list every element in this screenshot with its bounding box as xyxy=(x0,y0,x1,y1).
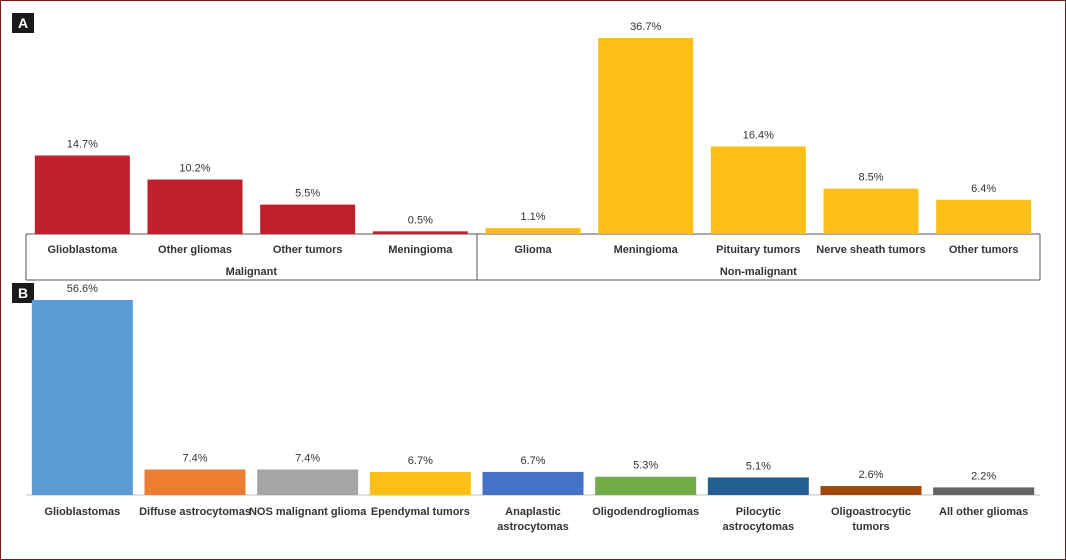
panel-a-value-label: 8.5% xyxy=(858,172,883,184)
panel-a-group-label: Malignant xyxy=(226,266,278,278)
panel-a-category-label: Meningioma xyxy=(388,244,453,256)
panel-a-bar xyxy=(372,231,468,234)
panel-a-bar xyxy=(260,204,356,234)
panel-a-group-label: Non-malignant xyxy=(720,266,797,278)
panel-b-category-label: Anaplastic xyxy=(505,506,561,518)
panel-b-value-label: 6.7% xyxy=(408,455,433,467)
panel-b-value-label: 2.2% xyxy=(971,470,996,482)
panel-a-category-label: Glioblastoma xyxy=(47,244,118,256)
panel-b-bar xyxy=(144,469,246,495)
panel-b-category-label: Diffuse astrocytomas xyxy=(139,506,251,518)
panel-b-bar xyxy=(820,486,922,495)
panel-b-value-label: 5.1% xyxy=(746,460,771,472)
panel-a-category-label: Glioma xyxy=(514,244,552,256)
panel-b-category-label: Glioblastomas xyxy=(44,506,120,518)
panel-b-bar xyxy=(595,476,697,495)
panel-a-value-label: 14.7% xyxy=(67,138,98,150)
panel-b-category-label: astrocytomas xyxy=(497,521,569,533)
panel-b-category-label: All other gliomas xyxy=(939,506,1028,518)
panel-b-badge: B xyxy=(12,283,34,303)
panel-b-value-label: 56.6% xyxy=(67,283,98,295)
panel-a-value-label: 36.7% xyxy=(630,21,661,33)
panel-a-value-label: 16.4% xyxy=(743,129,774,141)
panel-b-value-label: 6.7% xyxy=(520,455,545,467)
panel-b-category-label: NOS malignant glioma xyxy=(249,506,367,518)
panel-b-category-label: Oligoastrocytic xyxy=(831,506,911,518)
panel-a-category-label: Other tumors xyxy=(949,244,1019,256)
panel-a-value-label: 10.2% xyxy=(179,163,210,175)
panel-a-axis xyxy=(25,233,1041,281)
panel-a-value-label: 6.4% xyxy=(971,183,996,195)
panel-a-bar xyxy=(823,188,919,234)
panel-b-category-label: Oligodendrogliomas xyxy=(592,506,699,518)
panel-b-category-label: Pilocytic xyxy=(736,506,781,518)
panel-a-category-label: Pituitary tumors xyxy=(716,244,800,256)
panel-b-category-label: astrocytomas xyxy=(723,521,795,533)
panel-a-badge: A xyxy=(12,13,34,33)
panel-b-bar xyxy=(933,487,1035,495)
panel-a-bar xyxy=(34,155,130,234)
panel-a-label: A xyxy=(18,15,28,31)
panel-b-bar xyxy=(31,300,133,495)
panel-b-value-label: 5.3% xyxy=(633,460,658,472)
panel-a-bar xyxy=(936,199,1032,234)
panel-a-category-label: Nerve sheath tumors xyxy=(816,244,925,256)
panel-a-chart: 14.7% Glioblastoma 10.2% Other gliomas 5.5% O… xyxy=(34,21,1032,278)
panel-a-category-label: Other gliomas xyxy=(158,244,232,256)
panel-a-bar xyxy=(598,38,694,234)
panel-b-chart: 56.6% Glioblastomas 7.4% Diffuse astrocytom… xyxy=(31,283,1035,533)
panel-b-value-label: 7.4% xyxy=(295,453,320,465)
panel-a-category-label: Meningioma xyxy=(614,244,679,256)
panel-a-bar xyxy=(485,228,581,234)
panel-b-bar xyxy=(482,471,584,495)
panel-b-bar xyxy=(707,477,809,495)
panel-b-category-label: Ependymal tumors xyxy=(371,506,470,518)
panel-b-label: B xyxy=(18,285,28,301)
panel-a-bar xyxy=(147,179,243,234)
panel-a-value-label: 5.5% xyxy=(295,188,320,200)
panel-b-bar xyxy=(369,471,471,495)
panel-b-bar xyxy=(257,469,359,495)
panel-b-value-label: 7.4% xyxy=(182,453,207,465)
panel-b-value-label: 2.6% xyxy=(858,469,883,481)
panel-a-bar xyxy=(710,146,806,234)
panel-a-category-label: Other tumors xyxy=(273,244,343,256)
panel-a-value-label: 0.5% xyxy=(408,214,433,226)
panel-a-value-label: 1.1% xyxy=(520,211,545,223)
panel-b-category-label: tumors xyxy=(852,521,889,533)
